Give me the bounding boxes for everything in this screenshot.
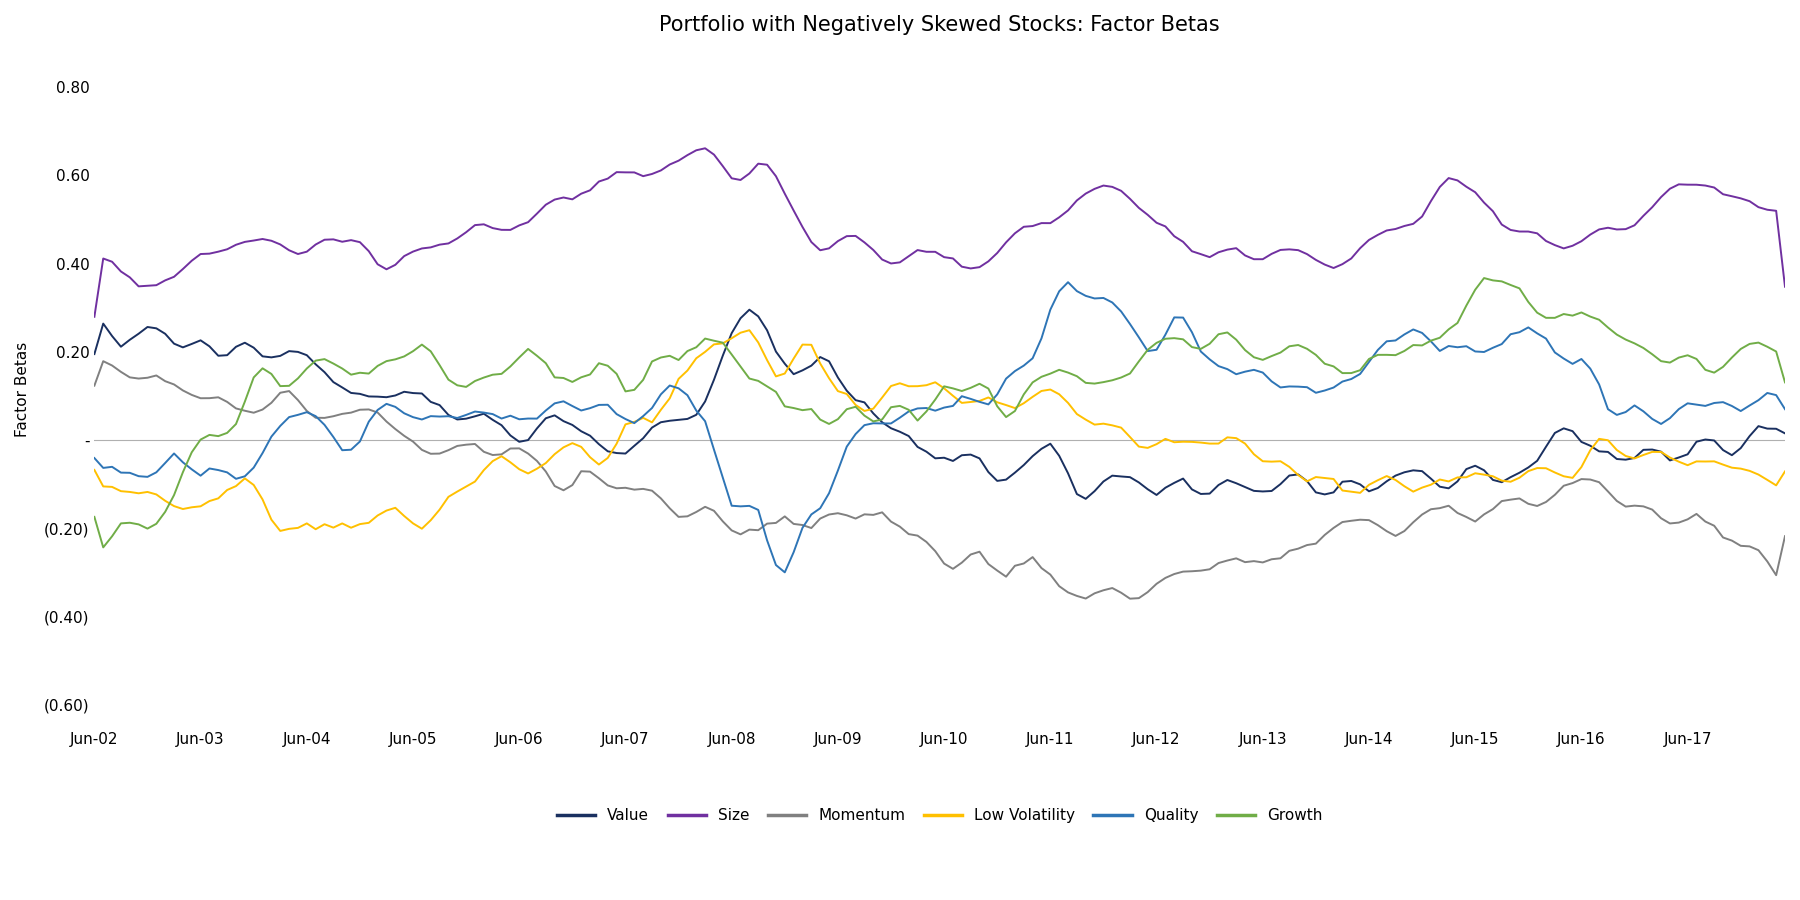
Value — [792, 365, 814, 376]
Growth — [1154, 333, 1175, 344]
Low Volatility — [270, 526, 292, 536]
Quality — [941, 400, 963, 411]
Growth — [1057, 367, 1078, 378]
Low Volatility — [738, 325, 760, 336]
Value — [774, 358, 796, 369]
Momentum — [792, 519, 814, 530]
Growth — [1775, 377, 1796, 388]
Value — [1057, 468, 1078, 479]
Size — [792, 221, 814, 232]
Low Volatility — [295, 518, 317, 529]
Low Volatility — [950, 398, 972, 409]
Growth — [774, 401, 796, 412]
Low Volatility — [801, 339, 823, 350]
Quality — [774, 567, 796, 578]
Momentum — [1163, 569, 1184, 580]
Growth — [792, 405, 814, 416]
Y-axis label: Factor Betas: Factor Betas — [14, 342, 31, 437]
Value — [1775, 428, 1796, 439]
Growth — [83, 511, 104, 522]
Low Volatility — [1163, 436, 1184, 447]
Growth — [92, 542, 113, 553]
Momentum — [1775, 531, 1796, 542]
Size — [941, 253, 963, 264]
Growth — [941, 383, 963, 394]
Momentum — [92, 356, 113, 366]
Quality — [1775, 404, 1796, 415]
Legend: Value, Size, Momentum, Low Volatility, Quality, Growth: Value, Size, Momentum, Low Volatility, Q… — [551, 802, 1328, 829]
Momentum — [774, 511, 796, 522]
Quality — [765, 560, 787, 571]
Quality — [288, 410, 310, 420]
Size — [695, 143, 716, 154]
Size — [1057, 205, 1078, 216]
Line: Quality: Quality — [94, 283, 1786, 572]
Quality — [1163, 312, 1184, 323]
Quality — [1066, 285, 1087, 296]
Momentum — [83, 381, 104, 392]
Quality — [1057, 277, 1078, 288]
Low Volatility — [1066, 409, 1087, 419]
Low Volatility — [83, 464, 104, 475]
Momentum — [295, 406, 317, 417]
Momentum — [941, 563, 963, 574]
Momentum — [1057, 587, 1078, 598]
Size — [1775, 282, 1796, 292]
Quality — [792, 522, 814, 533]
Growth — [1472, 273, 1494, 284]
Title: Portfolio with Negatively Skewed Stocks: Factor Betas: Portfolio with Negatively Skewed Stocks:… — [659, 15, 1220, 35]
Value — [1075, 493, 1096, 504]
Size — [1154, 221, 1175, 232]
Size — [288, 248, 310, 259]
Line: Size: Size — [94, 148, 1786, 317]
Line: Value: Value — [94, 310, 1786, 499]
Low Volatility — [783, 353, 805, 364]
Size — [774, 188, 796, 199]
Value — [1163, 478, 1184, 489]
Value — [83, 348, 104, 359]
Size — [83, 311, 104, 322]
Value — [738, 304, 760, 315]
Line: Low Volatility: Low Volatility — [94, 330, 1786, 531]
Growth — [295, 363, 317, 374]
Low Volatility — [1775, 466, 1796, 477]
Line: Growth: Growth — [94, 278, 1786, 547]
Momentum — [1120, 593, 1141, 604]
Quality — [83, 453, 104, 464]
Value — [288, 346, 310, 357]
Line: Momentum: Momentum — [94, 361, 1786, 598]
Value — [941, 455, 963, 466]
